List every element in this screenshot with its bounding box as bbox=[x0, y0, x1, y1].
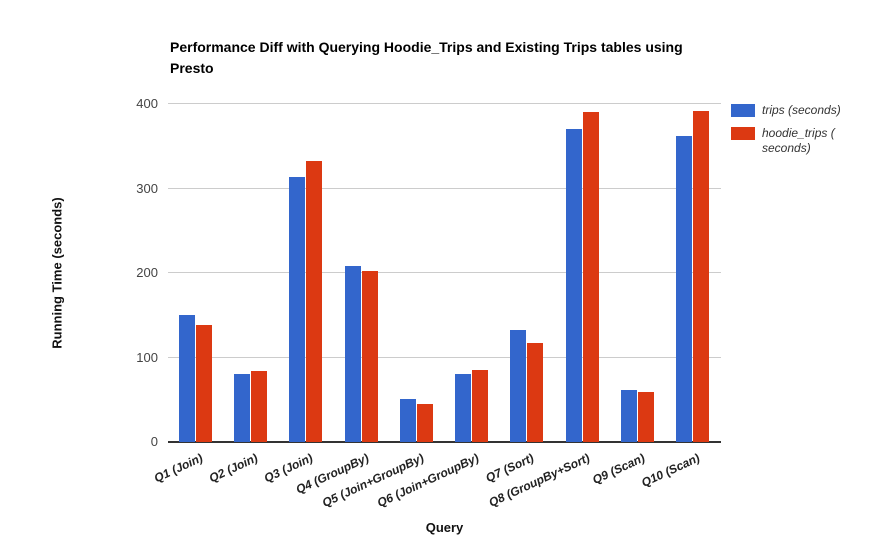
bar-series1-q9 bbox=[621, 390, 638, 442]
bar-series1-q1 bbox=[178, 315, 195, 442]
bar-series2-q1 bbox=[195, 324, 212, 442]
bar-series1-q4 bbox=[344, 266, 361, 442]
bar-series2-q3 bbox=[306, 160, 323, 442]
bar-series1-q2 bbox=[233, 373, 250, 442]
y-tick-label-400: 400 bbox=[136, 96, 158, 111]
y-tick-label-100: 100 bbox=[136, 349, 158, 365]
bar-series2-q5 bbox=[416, 403, 433, 442]
x-axis-title: Query bbox=[425, 520, 464, 535]
legend-item-1: trips (seconds) bbox=[731, 103, 881, 118]
legend-label: trips (seconds) bbox=[762, 103, 841, 117]
bar-series1-q10 bbox=[676, 136, 693, 442]
y-tick-label-200: 200 bbox=[136, 265, 158, 280]
bar-series2-q7 bbox=[527, 343, 544, 442]
legend: trips (seconds) hoodie_trips (seconds) bbox=[731, 103, 881, 164]
legend-item-2: hoodie_trips (seconds) bbox=[731, 126, 881, 156]
x-axis-line bbox=[168, 441, 721, 443]
legend-label: hoodie_trips (seconds) bbox=[762, 126, 835, 155]
legend-swatch-icon bbox=[731, 127, 755, 140]
gridline-300 bbox=[168, 187, 721, 189]
gridline-100 bbox=[168, 356, 721, 358]
bar-series2-q8 bbox=[582, 112, 599, 442]
plot-area bbox=[168, 103, 721, 443]
gridline-400 bbox=[168, 103, 721, 104]
y-tick-label-0: 0 bbox=[150, 434, 158, 449]
bar-series1-q7 bbox=[510, 330, 527, 442]
bar-series2-q4 bbox=[361, 271, 378, 442]
legend-swatch-icon bbox=[731, 104, 755, 117]
y-tick-label-300: 300 bbox=[136, 180, 158, 196]
chart-title: Performance Diff with Querying Hoodie_Tr… bbox=[170, 39, 683, 76]
bar-series2-q10 bbox=[693, 110, 710, 442]
bar-series1-q5 bbox=[399, 398, 416, 442]
bar-series2-q2 bbox=[250, 371, 267, 442]
bar-series1-q3 bbox=[289, 176, 306, 442]
gridline-200 bbox=[168, 272, 721, 273]
bar-series2-q6 bbox=[472, 370, 489, 442]
bar-series2-q9 bbox=[638, 392, 655, 442]
bar-series1-q8 bbox=[565, 129, 582, 442]
y-axis-title: Running Time (seconds) bbox=[49, 197, 65, 349]
bar-series1-q6 bbox=[455, 373, 472, 442]
